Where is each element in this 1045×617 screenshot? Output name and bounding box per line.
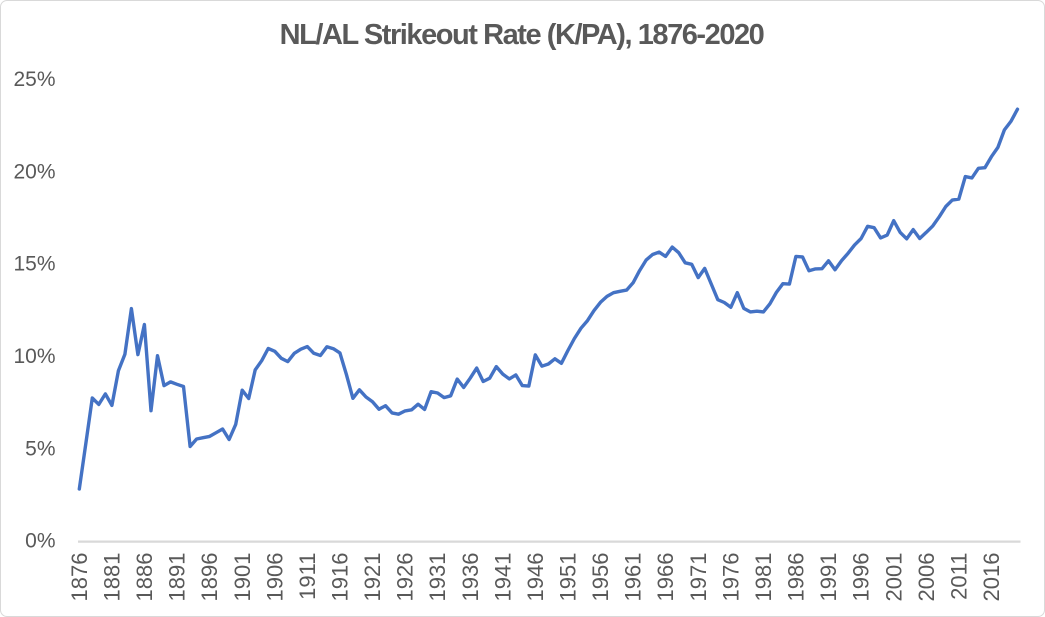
svg-text:1901: 1901 [230,553,255,602]
svg-text:1911: 1911 [295,553,320,600]
svg-text:1886: 1886 [132,553,157,602]
svg-text:1956: 1956 [588,553,613,602]
svg-text:1986: 1986 [784,553,809,602]
svg-text:1921: 1921 [360,553,385,602]
svg-text:1931: 1931 [425,553,450,602]
svg-text:1966: 1966 [653,553,678,602]
svg-text:1981: 1981 [751,553,776,602]
svg-text:1881: 1881 [100,553,125,602]
svg-text:2001: 2001 [881,553,906,602]
svg-text:1946: 1946 [523,553,548,602]
svg-text:5%: 5% [25,437,55,460]
svg-text:1936: 1936 [458,553,483,602]
svg-text:1926: 1926 [393,553,418,602]
svg-text:1971: 1971 [686,553,711,602]
svg-text:1906: 1906 [262,553,287,602]
svg-text:2006: 2006 [914,553,939,602]
svg-text:1991: 1991 [816,553,841,602]
svg-text:1961: 1961 [621,553,646,602]
svg-text:1951: 1951 [556,553,581,602]
svg-text:1916: 1916 [328,553,353,602]
svg-text:1876: 1876 [67,553,92,602]
svg-text:1976: 1976 [718,553,743,602]
svg-text:10%: 10% [13,345,55,368]
svg-text:1941: 1941 [490,553,515,602]
svg-text:1896: 1896 [197,553,222,602]
svg-text:25%: 25% [13,68,55,91]
svg-text:1996: 1996 [849,553,874,602]
svg-text:2016: 2016 [979,553,1004,602]
svg-text:2011: 2011 [946,553,971,600]
svg-text:15%: 15% [13,253,55,276]
svg-text:0%: 0% [25,530,55,553]
svg-text:1891: 1891 [165,553,190,602]
svg-text:20%: 20% [13,160,55,183]
